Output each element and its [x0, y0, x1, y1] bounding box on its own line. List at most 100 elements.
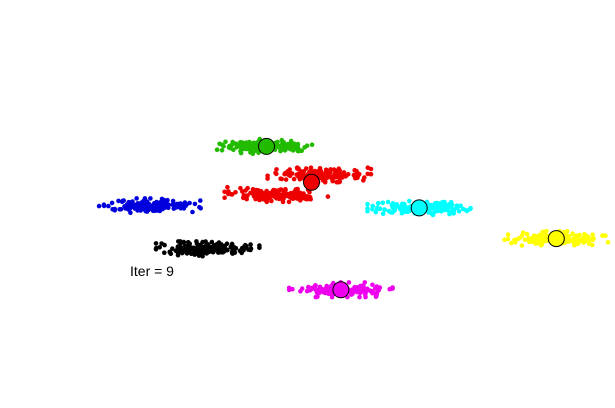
centroids-layer — [258, 137, 565, 299]
data-point — [228, 244, 234, 250]
data-point — [339, 175, 345, 180]
data-point — [286, 199, 292, 205]
data-point — [187, 241, 192, 247]
data-point — [522, 237, 528, 243]
cluster-centroid — [332, 281, 350, 299]
data-point — [222, 189, 227, 195]
data-point — [346, 280, 352, 285]
data-point — [142, 196, 148, 201]
data-point — [435, 208, 441, 214]
data-point — [289, 171, 295, 176]
data-point — [355, 288, 361, 293]
data-point — [137, 207, 143, 212]
cluster-centroid — [547, 230, 565, 248]
data-point — [248, 242, 253, 247]
data-point — [325, 194, 331, 199]
data-point — [304, 194, 310, 199]
data-point — [372, 286, 378, 291]
data-point — [217, 141, 222, 147]
data-point — [170, 202, 175, 207]
data-point — [357, 294, 362, 300]
data-point — [445, 205, 451, 210]
data-point — [361, 178, 366, 183]
data-point — [391, 203, 397, 209]
data-point — [258, 194, 263, 199]
data-point — [287, 143, 293, 148]
data-point — [542, 233, 548, 238]
data-point — [374, 290, 380, 296]
data-point — [375, 201, 381, 206]
data-point — [244, 145, 250, 150]
data-point — [280, 140, 285, 146]
data-point — [254, 188, 260, 194]
data-point — [298, 172, 303, 178]
data-point — [234, 144, 239, 150]
data-point — [458, 203, 464, 209]
data-point — [352, 173, 357, 178]
data-point — [197, 204, 202, 210]
data-point — [250, 187, 256, 192]
data-point — [141, 203, 146, 209]
data-point — [124, 202, 130, 207]
data-point — [570, 231, 575, 236]
data-point — [156, 204, 161, 209]
data-point — [251, 145, 257, 150]
data-point — [250, 190, 255, 196]
data-point — [153, 245, 159, 251]
data-point — [225, 191, 231, 197]
data-point — [304, 143, 310, 148]
data-point — [274, 140, 280, 145]
data-point — [221, 249, 226, 255]
data-point — [370, 289, 375, 294]
data-point — [505, 232, 511, 237]
data-point — [283, 177, 289, 182]
data-point — [224, 241, 230, 246]
data-point — [265, 173, 270, 179]
data-point — [355, 173, 361, 179]
data-point — [524, 231, 530, 237]
data-point — [427, 208, 432, 214]
data-point — [229, 249, 235, 255]
data-point — [377, 285, 383, 290]
data-point — [219, 148, 225, 153]
data-point — [135, 201, 141, 206]
data-point — [316, 172, 322, 178]
data-point — [337, 179, 343, 185]
data-point — [148, 196, 153, 201]
data-point — [365, 208, 370, 214]
data-point — [281, 196, 286, 202]
data-point — [322, 289, 328, 295]
data-point — [428, 202, 434, 208]
data-point — [222, 195, 227, 200]
data-point — [225, 184, 230, 190]
data-point — [290, 286, 295, 292]
data-point — [317, 166, 323, 171]
data-point — [162, 197, 167, 203]
data-point — [144, 209, 150, 214]
data-point — [233, 141, 239, 146]
data-point — [178, 249, 184, 254]
data-point — [352, 167, 358, 173]
data-point — [365, 165, 371, 170]
data-point — [181, 239, 187, 245]
data-point — [517, 236, 522, 241]
data-point — [214, 147, 220, 152]
data-point — [151, 203, 156, 208]
data-point — [134, 196, 139, 201]
data-point — [190, 209, 195, 215]
data-point — [398, 207, 403, 212]
data-point — [308, 170, 313, 175]
data-point — [512, 237, 517, 243]
data-point — [112, 206, 118, 212]
data-point — [365, 171, 371, 177]
data-point — [306, 284, 311, 290]
cluster-centroid — [258, 137, 275, 155]
data-point — [331, 167, 337, 172]
data-point — [370, 206, 375, 212]
data-point — [221, 143, 226, 149]
data-point — [170, 246, 175, 251]
data-point — [209, 239, 215, 245]
data-point — [320, 176, 325, 181]
data-point — [289, 192, 295, 197]
data-point — [257, 245, 262, 251]
